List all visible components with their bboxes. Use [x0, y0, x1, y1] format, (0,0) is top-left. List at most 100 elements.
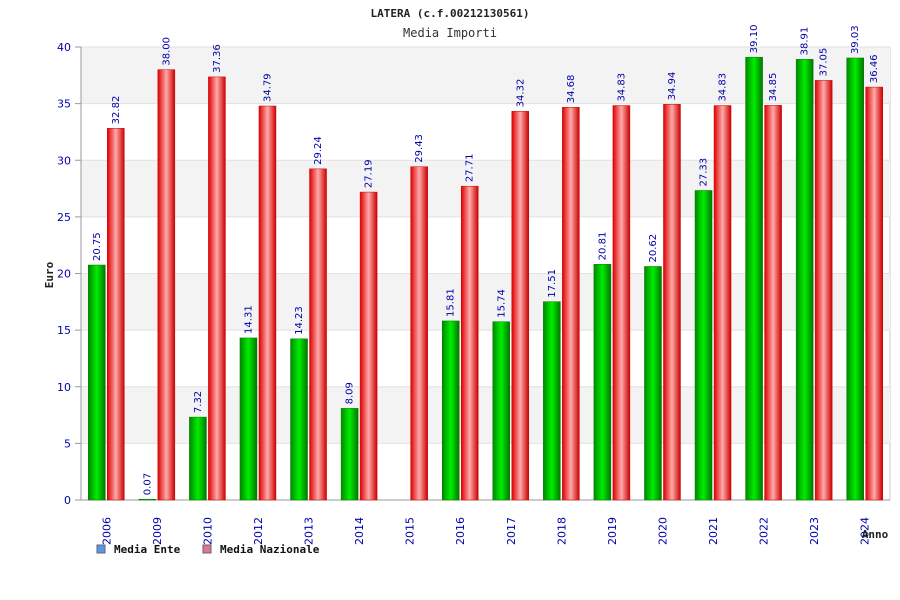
data-label-media-nazionale-2017: 34.32 [515, 79, 526, 108]
x-tick-label: 2016 [454, 517, 467, 545]
x-tick-label: 2018 [555, 517, 568, 545]
bar-media-ente-2022 [745, 56, 763, 501]
x-tick-label: 2017 [505, 517, 518, 545]
data-label-media-nazionale-2006: 32.82 [111, 96, 122, 125]
bar-media-nazionale-2017 [511, 111, 530, 501]
bar-media-nazionale-2019 [612, 105, 631, 501]
x-tick-label: 2014 [353, 517, 366, 545]
bar-media-nazionale-2009 [157, 69, 176, 501]
bar-media-ente-2006 [88, 264, 106, 501]
bar-media-nazionale-2018 [562, 106, 580, 501]
legend-swatch-media-nazionale [202, 544, 212, 554]
data-label-media-ente-2012: 14.31 [243, 305, 254, 334]
data-label-media-ente-2014: 8.09 [345, 382, 356, 404]
data-label-media-nazionale-2018: 34.68 [566, 75, 577, 104]
bar-media-ente-2010 [189, 416, 207, 501]
x-axis-label: Anno [862, 528, 889, 541]
y-tick-label: 35 [57, 98, 71, 111]
bar-media-nazionale-2022 [764, 105, 782, 501]
y-axis-label: Euro [43, 261, 56, 288]
data-label-media-ente-2013: 14.23 [294, 306, 305, 335]
x-tick-label: 2009 [151, 517, 164, 545]
data-label-media-ente-2020: 20.62 [648, 234, 659, 263]
data-label-media-ente-2018: 17.51 [547, 269, 558, 298]
data-label-media-nazionale-2016: 27.71 [465, 154, 476, 183]
bar-media-ente-2018 [543, 301, 561, 501]
bar-media-ente-2014 [340, 408, 359, 501]
bar-media-nazionale-2013 [309, 168, 327, 501]
data-label-media-ente-2019: 20.81 [597, 232, 608, 261]
data-label-media-ente-2023: 38.91 [800, 27, 811, 56]
y-tick-label: 30 [57, 154, 71, 167]
bar-media-ente-2019 [593, 264, 612, 501]
data-label-media-ente-2021: 27.33 [699, 158, 710, 187]
legend-swatch-media-ente [96, 544, 106, 554]
x-axis-ticks: 2006 2009 2010 2012 2013 2014 2015 2016 2017 2018… [100, 517, 871, 545]
data-label-media-nazionale-2023: 37.05 [819, 48, 830, 77]
x-tick-label: 2019 [606, 517, 619, 545]
data-labels: 20.75 32.82 0.07 38.00 7.32 37.36 14.31 34.79 14… [92, 25, 880, 496]
bar-media-nazionale-2021 [713, 105, 732, 501]
data-label-media-nazionale-2019: 34.83 [616, 73, 627, 102]
legend: Media Ente Media Nazionale [96, 543, 320, 556]
bar-media-ente-2024 [846, 57, 864, 501]
y-tick-label: 10 [57, 381, 71, 394]
data-label-media-ente-2006: 20.75 [92, 232, 103, 261]
x-tick-label: 2010 [201, 517, 214, 545]
bar-media-nazionale-2016 [460, 185, 479, 501]
bar-media-ente-2021 [694, 190, 713, 501]
y-tick-label: 5 [64, 437, 71, 450]
x-tick-label: 2006 [100, 517, 113, 545]
bar-media-nazionale-2006 [107, 128, 125, 501]
x-tick-label: 2022 [758, 517, 771, 545]
y-tick-label: 40 [57, 41, 71, 54]
x-tick-label: 2012 [252, 517, 265, 545]
data-label-media-ente-2024: 39.03 [850, 25, 861, 54]
data-label-media-nazionale-2024: 36.46 [869, 54, 880, 83]
legend-label-media-nazionale: Media Nazionale [220, 543, 320, 556]
bar-media-ente-2017 [492, 321, 511, 501]
data-label-media-nazionale-2009: 38.00 [161, 37, 172, 66]
y-tick-label: 0 [64, 494, 71, 507]
chart-title: LATERA (c.f.00212130561) [371, 7, 530, 20]
data-label-media-nazionale-2020: 34.94 [667, 72, 678, 101]
bar-media-nazionale-2012 [258, 105, 277, 501]
bar-media-ente-2012 [239, 337, 258, 501]
data-label-media-ente-2010: 7.32 [193, 391, 204, 413]
bar-media-nazionale-2020 [663, 104, 681, 501]
x-tick-label: 2023 [808, 517, 821, 545]
chart-subtitle: Media Importi [403, 26, 497, 40]
bar-media-ente-2023 [795, 59, 814, 501]
x-tick-label: 2020 [656, 517, 669, 545]
data-label-media-ente-2022: 39.10 [749, 25, 760, 54]
data-label-media-nazionale-2012: 34.79 [262, 73, 273, 102]
data-label-media-nazionale-2015: 29.43 [414, 134, 425, 163]
bar-media-nazionale-2023 [814, 80, 833, 501]
x-tick-label: 2015 [404, 517, 417, 545]
data-label-media-ente-2017: 15.74 [496, 289, 507, 318]
bar-media-nazionale-2014 [359, 191, 378, 501]
bar-media-nazionale-2010 [208, 76, 226, 501]
y-tick-label: 20 [57, 268, 71, 281]
bars [88, 56, 883, 501]
data-label-media-ente-2009: 0.07 [142, 473, 153, 495]
bar-media-ente-2009 [138, 498, 157, 501]
bar-media-nazionale-2024 [865, 86, 883, 501]
data-label-media-nazionale-2014: 27.19 [364, 159, 375, 188]
data-label-media-nazionale-2010: 37.36 [212, 44, 223, 73]
data-label-media-nazionale-2021: 34.83 [718, 73, 729, 102]
bar-media-ente-2013 [290, 338, 308, 501]
bar-media-ente-2016 [441, 320, 460, 501]
y-tick-label: 25 [57, 211, 71, 224]
bar-media-nazionale-2015 [410, 166, 428, 501]
x-tick-label: 2024 [859, 517, 872, 545]
data-label-media-ente-2016: 15.81 [446, 288, 457, 317]
bar-media-ente-2020 [644, 266, 662, 501]
legend-label-media-ente: Media Ente [114, 543, 181, 556]
data-label-media-nazionale-2022: 34.85 [768, 73, 779, 102]
x-tick-label: 2021 [707, 517, 720, 545]
x-tick-label: 2013 [303, 517, 316, 545]
data-label-media-nazionale-2013: 29.24 [313, 136, 324, 165]
y-tick-label: 15 [57, 324, 71, 337]
